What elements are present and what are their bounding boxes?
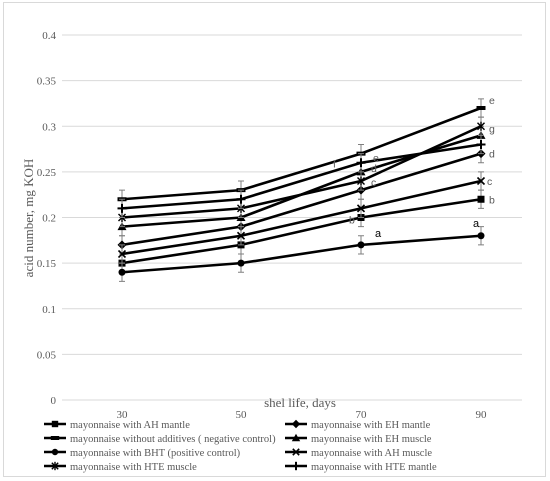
- legend-label: mayonnaise with HTE muscle: [70, 462, 197, 473]
- marker-circle: [51, 448, 59, 456]
- annotation-label: f: [333, 159, 336, 171]
- legend-item: mayonnaise with HTE muscle: [44, 461, 197, 473]
- marker-x-stroke: [356, 204, 366, 213]
- series-line: [121, 234, 482, 274]
- y-tick-label: 0.15: [37, 258, 57, 270]
- legend-item: mayonnaise with HTE mantle: [285, 461, 437, 473]
- y-tick-label: 0.4: [42, 30, 56, 42]
- marker-circle: [477, 232, 485, 240]
- annotation-label: b: [489, 194, 495, 206]
- marker-circle: [357, 241, 365, 249]
- series-1: [118, 189, 485, 273]
- series-line: [121, 179, 482, 256]
- legend-item: mayonnaise with BHT (positive control): [44, 448, 241, 459]
- series-line: [121, 106, 482, 201]
- marker-x-stroke: [476, 176, 486, 186]
- marker-x-stroke: [292, 448, 300, 456]
- marker-circle: [118, 268, 126, 276]
- marker-plus: [117, 203, 127, 213]
- x-tick-labels: 30 50 70 90: [117, 409, 488, 421]
- annotation-label: e: [373, 153, 379, 165]
- legend-label: mayonnaise with AH muscle: [311, 448, 432, 459]
- y-tick-label: 0.1: [42, 304, 56, 316]
- legend-label: mayonnaise with EH muscle: [311, 434, 432, 445]
- marker-dash: [50, 436, 60, 440]
- legend-label: mayonnaise without additives ( negative …: [70, 434, 276, 445]
- legend-item: mayonnaise with EH mantle: [285, 419, 431, 431]
- legend-label: mayonnaise with HTE mantle: [311, 462, 437, 473]
- legend: mayonnaise with AH mantle mayonnaise with…: [44, 419, 437, 473]
- marker-diamond: [291, 419, 301, 429]
- marker-x-stroke: [117, 249, 127, 259]
- y-tick-label: 0.05: [37, 349, 57, 361]
- legend-item: mayonnaise with EH muscle: [285, 433, 432, 445]
- chart-frame: [3, 2, 546, 477]
- annotation-label: e: [489, 95, 495, 107]
- marker-x-stroke: [236, 231, 246, 240]
- marker-plus: [291, 461, 301, 471]
- y-tick-label: 0.25: [37, 167, 57, 179]
- x-tick-label: 50: [236, 409, 248, 421]
- marker-x: [236, 231, 246, 240]
- x-tick-label: 30: [117, 409, 129, 421]
- series-group: [117, 98, 486, 282]
- x-tick-label: 90: [476, 409, 488, 421]
- legend-item: mayonnaise with AH mantle: [44, 420, 190, 431]
- x-tick-label: 70: [356, 409, 368, 421]
- x-axis-title: shel life, days: [264, 395, 336, 410]
- marker-plus: [476, 140, 486, 149]
- series-line: [121, 143, 482, 210]
- marker-plus: [356, 158, 366, 168]
- series-5: [118, 226, 485, 282]
- legend-item: mayonnaise without additives ( negative …: [44, 434, 276, 445]
- series-8: [117, 134, 486, 218]
- annotation-label: d: [371, 163, 377, 175]
- annotation-label: g: [489, 123, 495, 135]
- series-line: [121, 197, 482, 265]
- annotation-label: d: [489, 149, 495, 161]
- series-line: [121, 152, 482, 247]
- marker-x: [292, 448, 300, 456]
- gridlines: [62, 34, 522, 401]
- annotation-label: a: [375, 228, 382, 240]
- annotation-label: c: [371, 177, 376, 189]
- annotation-label: c: [487, 176, 492, 188]
- series-6: [117, 171, 486, 264]
- legend-label: mayonnaise with AH mantle: [70, 420, 190, 431]
- annotation-label: b: [349, 215, 355, 227]
- marker-dash: [476, 106, 486, 110]
- y-tick-labels: 0 0.05 0.1 0.15 0.2 0.25 0.3 0.35 0.4: [37, 30, 57, 407]
- marker-star: [357, 176, 365, 186]
- y-axis-title: acid number, mg KOH: [21, 159, 36, 278]
- y-tick-label: 0: [51, 395, 57, 407]
- marker-x: [117, 249, 127, 259]
- marker-plus: [236, 194, 246, 204]
- marker-star: [51, 461, 59, 471]
- y-tick-label: 0.3: [42, 121, 56, 133]
- marker-triangle: [291, 433, 301, 442]
- marker-square: [477, 195, 485, 203]
- y-tick-label: 0.2: [42, 213, 56, 225]
- y-tick-label: 0.35: [37, 76, 57, 88]
- legend-item: mayonnaise with AH muscle: [285, 448, 432, 459]
- marker-circle: [237, 259, 245, 267]
- marker-square: [51, 420, 59, 428]
- legend-label: mayonnaise with EH mantle: [311, 420, 431, 431]
- marker-star: [477, 121, 485, 131]
- marker-x: [476, 176, 486, 186]
- series-2: [117, 144, 486, 255]
- legend-label: mayonnaise with BHT (positive control): [70, 448, 241, 459]
- marker-x: [356, 204, 366, 213]
- annotation-label: a: [473, 218, 480, 230]
